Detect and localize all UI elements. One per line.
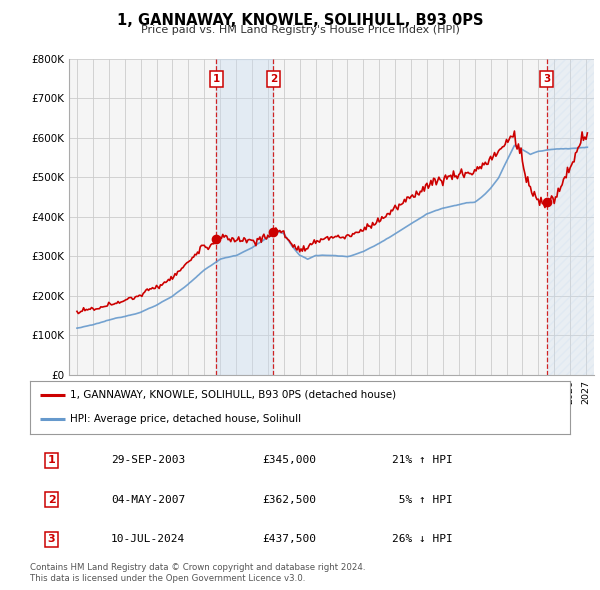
Text: 29-SEP-2003: 29-SEP-2003 [111,455,185,465]
Text: 3: 3 [48,535,55,545]
Text: 2: 2 [48,495,55,504]
Text: 2: 2 [269,74,277,84]
Text: 1: 1 [48,455,55,465]
Text: £437,500: £437,500 [262,535,316,545]
Text: 10-JUL-2024: 10-JUL-2024 [111,535,185,545]
Text: 1: 1 [212,74,220,84]
Text: 21% ↑ HPI: 21% ↑ HPI [392,455,452,465]
Text: 5% ↑ HPI: 5% ↑ HPI [392,495,452,504]
Text: 3: 3 [543,74,550,84]
Text: £345,000: £345,000 [262,455,316,465]
Text: Price paid vs. HM Land Registry's House Price Index (HPI): Price paid vs. HM Land Registry's House … [140,25,460,35]
Text: HPI: Average price, detached house, Solihull: HPI: Average price, detached house, Soli… [71,414,302,424]
Text: 1, GANNAWAY, KNOWLE, SOLIHULL, B93 0PS (detached house): 1, GANNAWAY, KNOWLE, SOLIHULL, B93 0PS (… [71,390,397,400]
Text: 04-MAY-2007: 04-MAY-2007 [111,495,185,504]
Bar [547,59,594,375]
Text: £362,500: £362,500 [262,495,316,504]
Bar [216,59,273,375]
Text: 26% ↓ HPI: 26% ↓ HPI [392,535,452,545]
Text: 1, GANNAWAY, KNOWLE, SOLIHULL, B93 0PS: 1, GANNAWAY, KNOWLE, SOLIHULL, B93 0PS [117,13,483,28]
Text: Contains HM Land Registry data © Crown copyright and database right 2024.
This d: Contains HM Land Registry data © Crown c… [30,563,365,583]
